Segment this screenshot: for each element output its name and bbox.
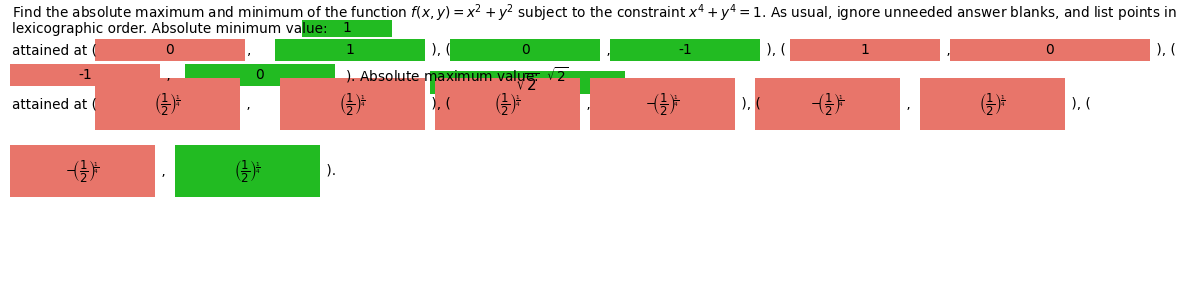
Text: attained at (: attained at ( [12,97,97,111]
Text: ), (: ), ( [427,43,451,57]
Bar [436,78,580,130]
Text: $-\!\left(\dfrac{1}{2}\right)^{\!\frac{1}{4}}$: $-\!\left(\dfrac{1}{2}\right)^{\!\frac{1… [65,158,100,184]
Text: ), (: ), ( [762,43,786,57]
Bar [302,20,392,37]
Text: ,: , [602,43,616,57]
Bar [10,145,155,197]
Text: 0: 0 [256,68,264,82]
Text: ,: , [942,43,955,57]
Text: ), (: ), ( [737,97,761,111]
Text: ,: , [582,97,595,111]
Bar [430,71,625,94]
Text: 1: 1 [346,43,354,57]
Bar [95,78,240,130]
Text: 1: 1 [860,43,870,57]
Bar [755,78,900,130]
Bar [610,39,760,61]
Text: 1: 1 [342,21,352,36]
Text: ,: , [162,68,175,82]
Text: ), (: ), ( [1067,97,1091,111]
Text: 0: 0 [521,43,529,57]
Bar [450,39,600,61]
Bar [10,64,160,86]
Text: -1: -1 [78,68,92,82]
Text: ), (: ), ( [1152,43,1176,57]
Text: ). Absolute maximum value:  $\sqrt{2}$: ). Absolute maximum value: $\sqrt{2}$ [337,65,569,85]
Text: ,: , [902,97,916,111]
Text: ), (: ), ( [427,97,451,111]
Bar [950,39,1150,61]
Text: Find the absolute maximum and minimum of the function $f(x, y) = x^2 + y^2$ subj: Find the absolute maximum and minimum of… [12,2,1177,24]
Bar [175,145,320,197]
Bar [275,39,425,61]
Text: $-\!\left(\dfrac{1}{2}\right)^{\!\frac{1}{4}}$: $-\!\left(\dfrac{1}{2}\right)^{\!\frac{1… [646,91,680,117]
Text: $\left(\dfrac{1}{2}\right)^{\!\frac{1}{4}}$: $\left(\dfrac{1}{2}\right)^{\!\frac{1}{4… [494,91,521,117]
Bar [280,78,425,130]
Bar [920,78,1066,130]
Text: -1: -1 [678,43,692,57]
Bar [790,39,940,61]
Text: $\sqrt{2}$: $\sqrt{2}$ [515,72,540,93]
Text: attained at (: attained at ( [12,43,97,57]
Text: $\left(\dfrac{1}{2}\right)^{\!\frac{1}{4}}$: $\left(\dfrac{1}{2}\right)^{\!\frac{1}{4… [340,91,366,117]
Text: ,: , [157,164,170,178]
Text: $\left(\dfrac{1}{2}\right)^{\!\frac{1}{4}}$: $\left(\dfrac{1}{2}\right)^{\!\frac{1}{4… [979,91,1006,117]
Text: ).: ). [322,164,336,178]
Text: ,: , [247,43,256,57]
Bar [185,64,335,86]
Text: 0: 0 [166,43,174,57]
Text: $\left(\dfrac{1}{2}\right)^{\!\frac{1}{4}}$: $\left(\dfrac{1}{2}\right)^{\!\frac{1}{4… [154,91,181,117]
Text: lexicographic order. Absolute minimum value:: lexicographic order. Absolute minimum va… [12,22,328,36]
Bar [95,39,245,61]
Text: $\left(\dfrac{1}{2}\right)^{\!\frac{1}{4}}$: $\left(\dfrac{1}{2}\right)^{\!\frac{1}{4… [234,158,260,184]
Text: $-\!\left(\dfrac{1}{2}\right)^{\!\frac{1}{4}}$: $-\!\left(\dfrac{1}{2}\right)^{\!\frac{1… [810,91,845,117]
Text: 0: 0 [1045,43,1055,57]
Bar [590,78,734,130]
Text: ,: , [242,97,256,111]
